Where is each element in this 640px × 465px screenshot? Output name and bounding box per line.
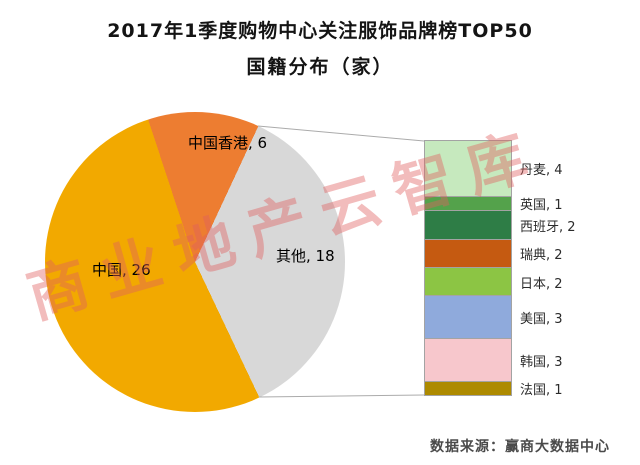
breakout-row: 丹麦, 4: [424, 140, 640, 197]
breakout-row: 法国, 1: [424, 381, 640, 399]
breakout-row: 美国, 3: [424, 296, 640, 340]
breakout-segment: [424, 140, 512, 197]
breakout-label: 英国, 1: [520, 198, 563, 214]
breakout-row: 日本, 2: [424, 267, 640, 297]
pie-label-china: 中国, 26: [92, 261, 151, 279]
breakout-segment: [424, 196, 512, 212]
breakout-label: 美国, 3: [520, 312, 563, 328]
breakout-row: 瑞典, 2: [424, 239, 640, 268]
breakout-label: 丹麦, 4: [520, 162, 563, 178]
breakout-label: 法国, 1: [520, 383, 563, 399]
chart-title-line1: 2017年1季度购物中心关注服饰品牌榜TOP50: [107, 20, 533, 42]
breakout-label: 瑞典, 2: [520, 248, 563, 264]
breakout-segment: [424, 239, 512, 268]
breakout-row: 英国, 1: [424, 196, 640, 214]
breakout-segment: [424, 381, 512, 396]
breakout-row: 韩国, 3: [424, 339, 640, 382]
breakout-segment: [424, 211, 512, 240]
breakout-stacked-bar: 丹麦, 4 英国, 1 西班牙, 2 瑞典, 2 日本, 2 美国, 3 韩国, 3 法国, …: [424, 140, 640, 399]
breakout-segment: [424, 267, 512, 297]
breakout-segment: [424, 339, 512, 382]
breakout-label: 日本, 2: [520, 276, 563, 292]
breakout-label: 西班牙, 2: [520, 219, 576, 235]
breakout-row: 西班牙, 2: [424, 211, 640, 240]
chart-title: 2017年1季度购物中心关注服饰品牌榜TOP50 国籍分布（家）: [0, 16, 640, 79]
pie-label-hongkong: 中国香港, 6: [188, 134, 268, 152]
chart-title-line2: 国籍分布（家）: [246, 56, 394, 78]
data-source-text: 数据来源：赢商大数据中心: [430, 439, 610, 455]
breakout-segment: [424, 296, 512, 340]
pie-label-other: 其他, 18: [276, 247, 335, 265]
pie-chart: [45, 112, 345, 412]
breakout-label: 韩国, 3: [520, 354, 563, 370]
